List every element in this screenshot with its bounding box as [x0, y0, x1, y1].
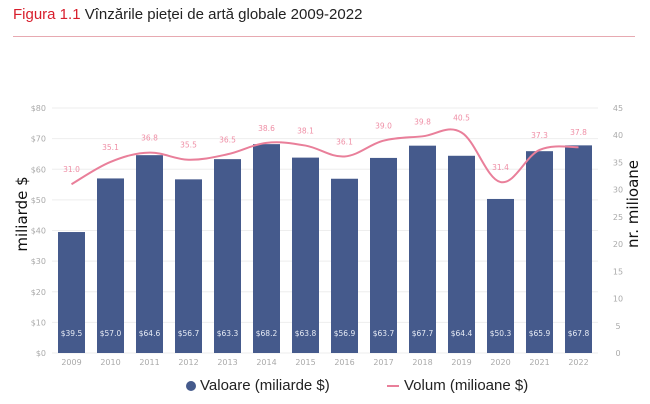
x-tick-label: 2010	[100, 358, 120, 367]
left-tick-label: $70	[31, 135, 46, 144]
figure-title: Figura 1.1 Vînzările pieței de artă glob…	[13, 6, 362, 23]
bar-value-label: $39.5	[61, 329, 83, 338]
legend-label-volum: Volum (milioane $)	[404, 377, 529, 394]
x-tick-label: 2017	[373, 358, 393, 367]
x-tick-label: 2021	[529, 358, 549, 367]
right-tick-label: 30	[613, 186, 623, 195]
bar-value-label: $68.2	[256, 329, 278, 338]
legend-line-icon	[387, 384, 399, 387]
x-tick-label: 2013	[217, 358, 237, 367]
line-value-label: 35.5	[180, 141, 197, 150]
bar-2017	[370, 157, 397, 353]
bar-2021	[526, 151, 553, 353]
bar-2010	[97, 178, 124, 353]
right-tick-label: 20	[613, 240, 623, 249]
x-tick-label: 2018	[412, 358, 432, 367]
line-value-label: 39.0	[375, 122, 392, 131]
line-value-label: 38.6	[258, 124, 275, 133]
bar-value-label: $65.9	[529, 329, 551, 338]
bar-2019	[448, 155, 475, 353]
left-axis-label: miliarde $	[13, 176, 31, 252]
bar-2014	[253, 144, 280, 353]
x-tick-label: 2014	[256, 358, 276, 367]
right-tick-label: 45	[613, 104, 623, 113]
x-tick-label: 2012	[178, 358, 198, 367]
bar-2022	[565, 145, 592, 353]
line-value-label: 31.4	[492, 163, 509, 172]
legend-item-volum: Volum (milioane $)	[387, 377, 528, 394]
line-value-label: 40.5	[453, 114, 470, 123]
left-tick-label: $60	[31, 165, 46, 174]
bar-value-label: $63.3	[217, 329, 239, 338]
bar-2018	[409, 145, 436, 353]
right-tick-label: 40	[613, 131, 623, 140]
right-tick-label: 25	[613, 213, 623, 222]
right-tick-label: 35	[613, 158, 623, 167]
line-data-labels: 31.0 35.1 36.8 35.5 36.5 38.6 38.1 36.1 39.0 39.8…	[63, 114, 587, 175]
legend-item-valoare: Valoare (miliarde $)	[186, 377, 330, 394]
grid-lines	[52, 107, 598, 354]
line-value-label: 36.8	[141, 134, 158, 143]
bar-value-label: $56.9	[334, 329, 356, 338]
bar-value-label: $64.4	[451, 329, 473, 338]
bar-2020	[487, 198, 514, 353]
right-axis-label: nr. milioane	[624, 159, 642, 249]
bar-value-label: $56.7	[178, 329, 200, 338]
left-tick-label: $40	[31, 227, 46, 236]
x-tick-label: 2019	[451, 358, 471, 367]
bar-2012	[175, 179, 202, 353]
x-tick-label: 2009	[61, 358, 81, 367]
line-value-label: 37.8	[570, 128, 587, 137]
left-tick-label: $30	[31, 257, 46, 266]
title-divider	[13, 36, 635, 37]
x-tick-label: 2011	[139, 358, 159, 367]
bar-2011	[136, 155, 163, 353]
bar-series	[58, 144, 592, 353]
left-tick-label: $0	[36, 349, 46, 358]
right-tick-label: 10	[613, 295, 623, 304]
left-tick-label: $50	[31, 196, 46, 205]
right-axis-ticks: 0 5 10 15 20 25 30 35 40 45	[613, 104, 623, 358]
figure-label: Figura 1.1	[13, 6, 81, 23]
right-tick-label: 0	[615, 349, 620, 358]
line-series	[71, 128, 579, 186]
legend-dot-icon	[186, 380, 196, 391]
volume-line	[71, 128, 579, 186]
line-value-label: 36.5	[219, 135, 236, 144]
bar-value-label: $57.0	[100, 329, 122, 338]
bar-value-label: $50.3	[490, 329, 512, 338]
bar-value-label: $63.8	[295, 329, 317, 338]
bar-value-label: $67.7	[412, 329, 434, 338]
left-tick-label: $80	[31, 104, 46, 113]
line-value-label: 39.8	[414, 117, 431, 126]
line-value-label: 35.1	[102, 143, 119, 152]
line-value-label: 37.3	[531, 131, 548, 140]
legend-label-valoare: Valoare (miliarde $)	[200, 377, 330, 394]
line-value-label: 31.0	[63, 165, 80, 174]
right-tick-label: 5	[615, 322, 620, 331]
bar-value-label: $67.8	[568, 329, 590, 338]
left-axis-ticks: $0 $10 $20 $30 $40 $50 $60 $70 $80	[31, 104, 46, 358]
line-value-label: 36.1	[336, 137, 353, 146]
bar-value-label: $64.6	[139, 329, 161, 338]
bar-2013	[214, 159, 241, 353]
bar-2016	[331, 178, 358, 353]
line-value-label: 38.1	[297, 127, 314, 136]
bar-2009	[58, 232, 85, 353]
x-tick-label: 2022	[568, 358, 588, 367]
x-tick-label: 2020	[490, 358, 510, 367]
x-tick-label: 2015	[295, 358, 315, 367]
x-tick-label: 2016	[334, 358, 354, 367]
left-tick-label: $10	[31, 318, 46, 327]
bar-data-labels: $39.5 $57.0 $64.6 $56.7 $63.3 $68.2 $63.8 $56.9…	[61, 329, 590, 338]
figure-title-text: Vînzările pieței de artă globale 2009-20…	[84, 6, 363, 23]
bar-value-label: $63.7	[373, 329, 395, 338]
right-tick-label: 15	[613, 267, 623, 276]
x-axis-ticks: 2009 2010 2011 2012 2013 2014 2015 2016 2017 2018…	[61, 358, 588, 367]
left-tick-label: $20	[31, 288, 46, 297]
bar-2015	[292, 157, 319, 353]
